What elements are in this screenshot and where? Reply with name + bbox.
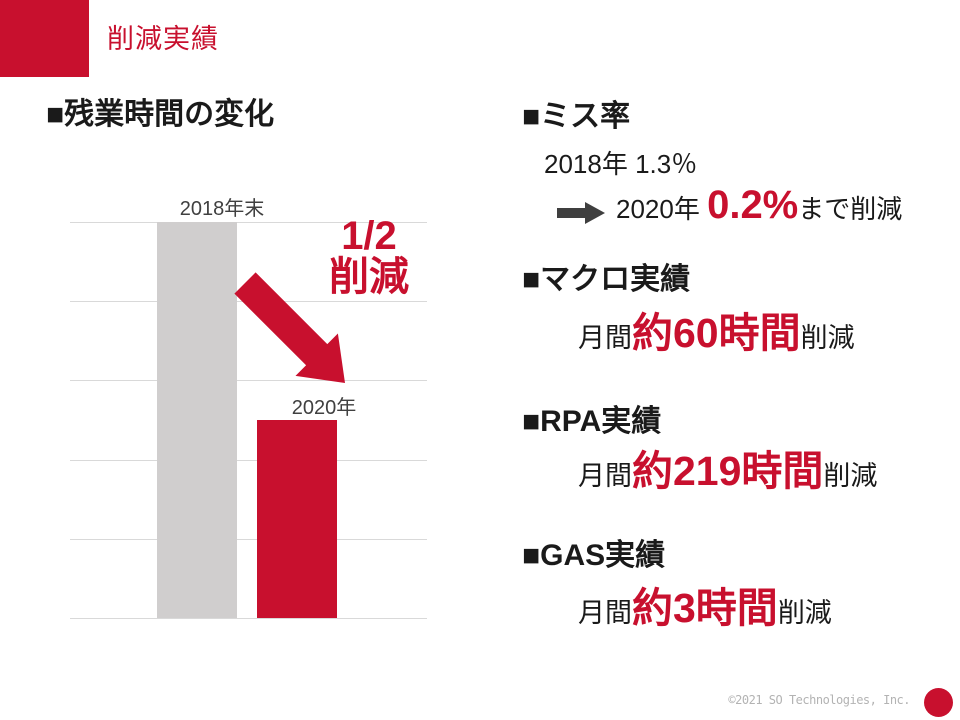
chart-bar-0 (157, 222, 237, 618)
macro-prefix: 月間 (578, 323, 632, 353)
miss-rate-before-value: 2018年 1.3％ (544, 149, 698, 179)
copyright-text: ©2021 SO Technologies, Inc. (728, 693, 910, 707)
overtime-section-heading: ■残業時間の変化 (46, 98, 275, 131)
half-reduction-annotation: 1/2 削減 (316, 216, 422, 298)
gas-suffix: 削減 (777, 598, 832, 628)
chart-gridline (70, 459, 427, 461)
overtime-bar-chart: 2018年末 2020年 1/2 削減 (0, 180, 480, 650)
miss-rate-after-year: 2020年 (616, 194, 708, 224)
right-arrow-icon (557, 202, 605, 224)
miss-rate-after-value: 0.2% (707, 183, 799, 227)
gas-value: 約3時間 (632, 585, 778, 631)
down-right-arrow-icon (234, 272, 345, 383)
chart-gridline (70, 380, 427, 382)
miss-rate-after-line: 2020年 0.2%まで削減 (616, 183, 902, 231)
logo-dot (924, 688, 953, 717)
macro-stat-line: 月間約60時間削減 (578, 308, 855, 363)
rpa-prefix: 月間 (578, 461, 632, 491)
annotation-line-1: 1/2 (341, 214, 397, 258)
gas-heading: ■GAS実績 (522, 539, 666, 572)
annotation-line-2: 削減 (329, 255, 409, 299)
chart-gridline (70, 222, 427, 223)
macro-value: 約60時間 (632, 310, 801, 356)
chart-plot-area (70, 222, 427, 619)
miss-rate-heading: ■ミス率 (522, 100, 631, 133)
rpa-suffix: 削減 (823, 461, 878, 491)
rpa-stat-line: 月間約219時間削減 (578, 446, 877, 501)
miss-rate-after-suffix: まで削減 (798, 194, 903, 224)
chart-category-label-2018: 2018年末 (179, 198, 265, 220)
chart-gridline (70, 538, 427, 540)
slide-title: 削減実績 (107, 24, 219, 54)
rpa-value: 約219時間 (632, 448, 824, 494)
gas-stat-line: 月間約3時間削減 (578, 583, 832, 638)
macro-heading: ■マクロ実績 (522, 263, 691, 296)
gas-prefix: 月間 (578, 598, 632, 628)
corner-accent-block (0, 0, 89, 77)
chart-bar-1 (257, 420, 337, 618)
macro-suffix: 削減 (800, 323, 855, 353)
chart-gridline (70, 618, 427, 619)
chart-category-label-2020: 2020年 (291, 397, 357, 419)
rpa-heading: ■RPA実績 (522, 405, 662, 438)
